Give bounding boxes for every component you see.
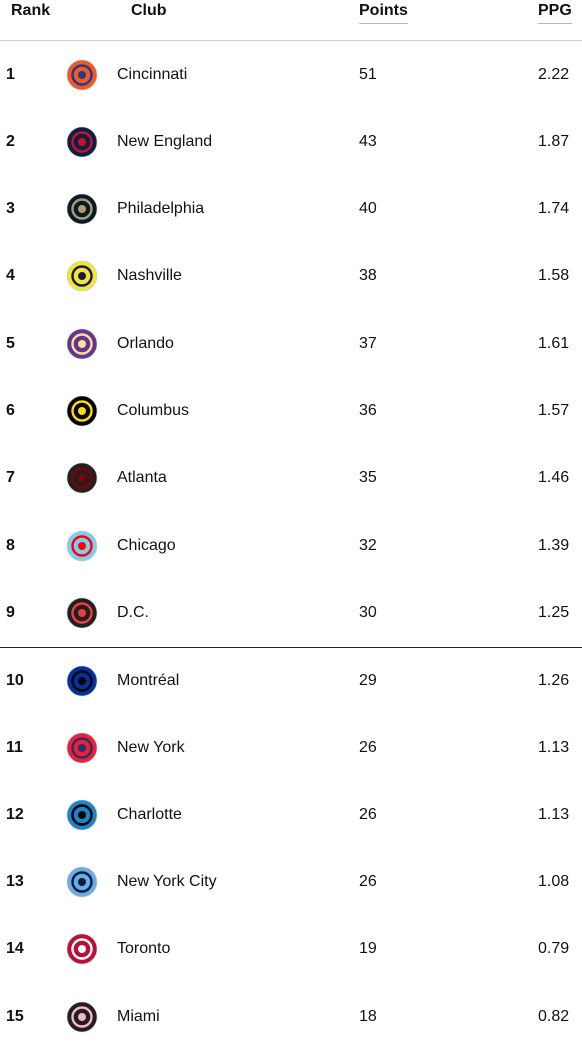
ppg-cell: 1.39 [538, 536, 570, 554]
atlanta-logo-icon [66, 462, 98, 494]
new-york-logo-icon [66, 732, 98, 764]
ppg-column-header[interactable]: PPG [538, 2, 572, 24]
new-york-city-logo-icon [66, 866, 98, 898]
points-cell: 29 [359, 672, 377, 690]
rank-cell: 8 [6, 536, 15, 554]
club-name[interactable]: New York [117, 738, 185, 756]
ppg-cell: 2.22 [538, 65, 570, 83]
club-name[interactable]: Toronto [117, 940, 171, 958]
ppg-cell: 1.08 [538, 873, 570, 891]
rank-cell: 9 [6, 603, 15, 621]
club-name[interactable]: Orlando [117, 334, 174, 352]
rank-cell: 5 [6, 334, 15, 352]
ppg-cell: 1.74 [538, 200, 570, 218]
ppg-cell: 1.13 [538, 805, 570, 823]
nashville-logo-icon [66, 260, 98, 292]
rank-cell: 2 [6, 132, 15, 150]
table-row[interactable]: 3 Philadelphia 40 1.74 [0, 176, 582, 243]
points-cell: 35 [359, 469, 377, 487]
points-cell: 51 [359, 65, 377, 83]
points-cell: 26 [359, 738, 377, 756]
points-cell: 30 [359, 603, 377, 621]
points-cell: 43 [359, 132, 377, 150]
club-name[interactable]: Chicago [117, 536, 176, 554]
club-name[interactable]: Nashville [117, 267, 182, 285]
club-name[interactable]: Charlotte [117, 805, 182, 823]
points-cell: 32 [359, 536, 377, 554]
club-name[interactable]: Columbus [117, 402, 190, 419]
points-cell: 36 [359, 402, 377, 419]
ppg-cell: 0.82 [538, 1007, 570, 1025]
points-cell: 19 [359, 940, 377, 958]
rank-cell: 7 [6, 469, 15, 487]
toronto-logo-icon [66, 933, 98, 965]
ppg-cell: 1.25 [538, 603, 570, 621]
club-name[interactable]: Cincinnati [117, 65, 188, 83]
rank-cell: 11 [6, 738, 23, 756]
points-cell: 38 [359, 267, 377, 285]
points-cell: 40 [359, 200, 377, 218]
table-row[interactable]: 4 Nashville 38 1.58 [0, 243, 582, 310]
charlotte-logo-icon [66, 799, 98, 831]
table-row[interactable]: 12 Charlotte 26 1.13 [0, 781, 582, 848]
ppg-cell: 1.46 [538, 469, 570, 487]
philadelphia-logo-icon [66, 193, 98, 225]
table-row[interactable]: 8 Chicago 32 1.39 [0, 512, 582, 579]
club-name[interactable]: D.C. [117, 603, 149, 621]
rank-cell: 1 [6, 65, 15, 83]
new-england-logo-icon [66, 126, 98, 158]
table-row[interactable]: 14 Toronto 19 0.79 [0, 916, 582, 983]
points-column-header[interactable]: Points [359, 2, 408, 24]
rank-cell: 3 [6, 200, 15, 218]
points-cell: 37 [359, 334, 377, 352]
orlando-logo-icon [66, 328, 98, 360]
club-name[interactable]: New York City [117, 873, 217, 891]
chicago-logo-icon [66, 530, 98, 562]
rank-cell: 4 [6, 267, 15, 285]
table-row[interactable]: 10 Montréal 29 1.26 [0, 646, 582, 715]
club-name[interactable]: Philadelphia [117, 200, 205, 218]
rank-cell: 6 [6, 402, 15, 419]
table-row[interactable]: 1 Cincinnati 51 2.22 [0, 41, 582, 108]
club-column-header[interactable]: Club [131, 2, 167, 19]
rank-cell: 10 [6, 672, 24, 690]
table-row[interactable]: 9 D.C. 30 1.25 [0, 579, 582, 646]
miami-logo-icon [66, 1001, 98, 1033]
rank-cell: 15 [6, 1007, 24, 1025]
standings-header: Rank Club Points PPG [0, 0, 582, 41]
montreal-logo-icon [66, 665, 98, 697]
ppg-cell: 1.61 [538, 334, 570, 352]
table-row[interactable]: 15 Miami 18 0.82 [0, 983, 582, 1050]
table-row[interactable]: 11 New York 26 1.13 [0, 714, 582, 781]
ppg-cell: 1.26 [538, 672, 570, 690]
table-row[interactable]: 7 Atlanta 35 1.46 [0, 445, 582, 512]
club-name[interactable]: Miami [117, 1007, 160, 1025]
table-row[interactable]: 2 New England 43 1.87 [0, 108, 582, 175]
dc-logo-icon [66, 597, 98, 629]
rank-cell: 13 [6, 873, 24, 891]
points-cell: 26 [359, 873, 377, 891]
rank-cell: 14 [6, 940, 24, 958]
table-row[interactable]: 6 Columbus 36 1.57 [0, 378, 582, 445]
columbus-logo-icon [66, 395, 98, 427]
ppg-cell: 1.58 [538, 267, 570, 285]
ppg-cell: 1.13 [538, 738, 570, 756]
rank-cell: 12 [6, 805, 24, 823]
table-row[interactable]: 5 Orlando 37 1.61 [0, 310, 582, 377]
cincinnati-logo-icon [66, 59, 98, 91]
rank-column-header[interactable]: Rank [11, 2, 51, 19]
points-cell: 18 [359, 1007, 377, 1025]
ppg-cell: 1.87 [538, 132, 570, 150]
club-name[interactable]: Montréal [117, 672, 180, 690]
table-row[interactable]: 13 New York City 26 1.08 [0, 849, 582, 916]
ppg-cell: 0.79 [538, 940, 570, 958]
points-cell: 26 [359, 805, 377, 823]
club-name[interactable]: New England [117, 132, 213, 150]
club-name[interactable]: Atlanta [117, 469, 167, 487]
ppg-cell: 1.57 [538, 402, 570, 419]
